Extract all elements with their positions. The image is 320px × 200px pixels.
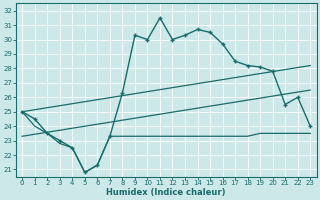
X-axis label: Humidex (Indice chaleur): Humidex (Indice chaleur) <box>107 188 226 197</box>
